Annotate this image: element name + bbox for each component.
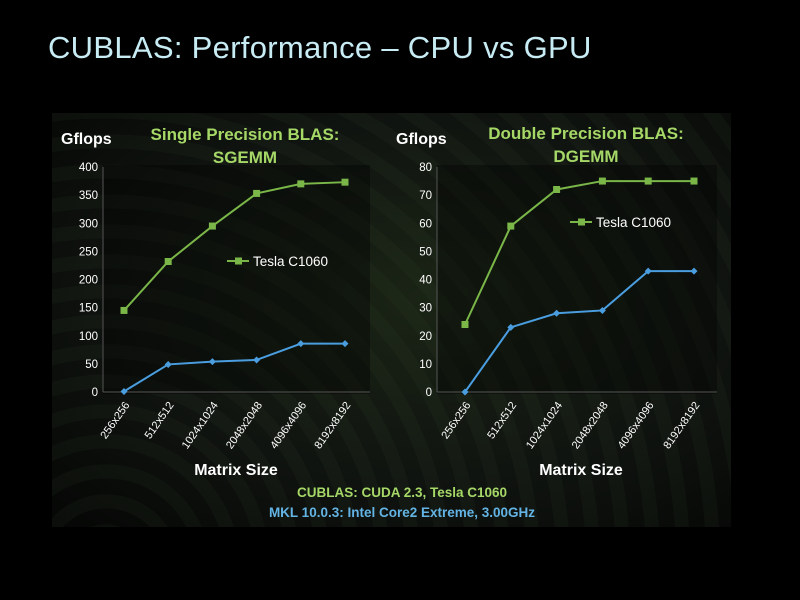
y-tick-label: 50 (85, 359, 98, 371)
gpu-series-point (507, 222, 515, 230)
y-tick-label: 250 (79, 246, 98, 258)
x-tick-label: 256x256 (439, 400, 473, 441)
footer-line-1: CUBLAS: CUDA 2.3, Tesla C1060 (296, 485, 508, 500)
chart-title-line-1: Single Precision BLAS: (151, 125, 340, 144)
x-tick-label: 8192x8192 (312, 400, 353, 451)
x-tick-label: 512x512 (143, 400, 177, 441)
y-tick-label: 400 (79, 162, 98, 174)
x-tick-label: 1024x1024 (180, 400, 221, 451)
y-tick-label: 70 (419, 190, 432, 202)
x-axis-label: Matrix Size (539, 462, 623, 479)
cpu-series-point (553, 309, 561, 317)
y-tick-label: 20 (419, 331, 432, 343)
legend-label: Tesla C1060 (253, 254, 328, 269)
gpu-series-point (598, 177, 606, 185)
gpu-series-point (690, 177, 698, 185)
gpu-series-point (341, 178, 349, 186)
y-tick-label: 300 (79, 218, 98, 230)
x-tick-label: 512x512 (485, 400, 519, 441)
gpu-series-line (123, 181, 346, 312)
y-tick-label: 0 (426, 387, 432, 399)
cpu-series-point (690, 267, 698, 275)
y-tick-label: 10 (419, 359, 432, 371)
legend-label: Tesla C1060 (596, 215, 671, 230)
chart-1: 0 50 100 150 200 250 300 350 400 256x256 512x512 10… (61, 125, 370, 479)
chart-title-line-1: Double Precision BLAS: (488, 124, 684, 143)
x-tick-label: 8192x8192 (661, 400, 702, 451)
chart-title-line-2: DGEMM (553, 147, 618, 166)
gpu-series-point (164, 258, 172, 265)
gpu-series-point (461, 321, 469, 328)
y-tick-label: 0 (92, 387, 98, 399)
cpu-series-point (253, 356, 261, 364)
y-axis-label: Gflops (396, 131, 447, 148)
cpu-series-line (123, 342, 345, 393)
cpu-series-point (120, 387, 128, 395)
cpu-series-line (464, 270, 694, 393)
chart-title-line-2: SGEMM (213, 148, 277, 167)
x-tick-label: 4096x4096 (616, 400, 657, 451)
cpu-series-point (297, 340, 305, 348)
cpu-series-point (341, 340, 349, 348)
slide-title: CUBLAS: Performance – CPU vs GPU (48, 30, 592, 65)
y-tick-label: 100 (79, 331, 98, 343)
y-tick-label: 350 (79, 190, 98, 202)
gpu-series-point (553, 186, 561, 193)
cpu-series-point (507, 323, 515, 331)
gpu-series-point (208, 222, 216, 230)
gpu-series-line (464, 180, 694, 325)
x-tick-label: 256x256 (98, 400, 132, 441)
plot-area (103, 165, 370, 394)
x-tick-label: 2048x2048 (570, 400, 611, 451)
gpu-series-point (644, 177, 652, 185)
chart-2: 0 10 20 30 40 50 60 70 80 256x256 512x512 1024x1024… (396, 124, 717, 479)
x-tick-label: 4096x4096 (268, 400, 309, 451)
y-tick-label: 200 (79, 275, 98, 287)
y-axis-label: Gflops (61, 131, 112, 148)
x-axis-label: Matrix Size (194, 462, 278, 479)
y-tick-label: 40 (419, 275, 432, 287)
plot-area (437, 165, 717, 394)
y-tick-label: 60 (419, 218, 432, 230)
cpu-series-point (164, 360, 172, 368)
legend-marker (235, 257, 242, 265)
y-tick-label: 50 (419, 246, 432, 258)
cpu-series-point (208, 358, 216, 366)
legend-marker (578, 218, 585, 226)
x-tick-label: 2048x2048 (224, 400, 265, 451)
y-tick-label: 30 (419, 303, 432, 315)
cpu-series-point (461, 388, 469, 396)
y-tick-label: 80 (419, 162, 432, 174)
cpu-series-point (644, 267, 652, 275)
footer-line-2: MKL 10.0.3: Intel Core2 Extreme, 3.00GHz (268, 505, 536, 520)
y-tick-label: 150 (79, 303, 98, 315)
gpu-series-point (253, 189, 261, 197)
cpu-series-point (598, 306, 606, 314)
x-tick-label: 1024x1024 (524, 400, 565, 451)
gpu-series-point (297, 180, 305, 188)
gpu-series-point (120, 306, 128, 314)
